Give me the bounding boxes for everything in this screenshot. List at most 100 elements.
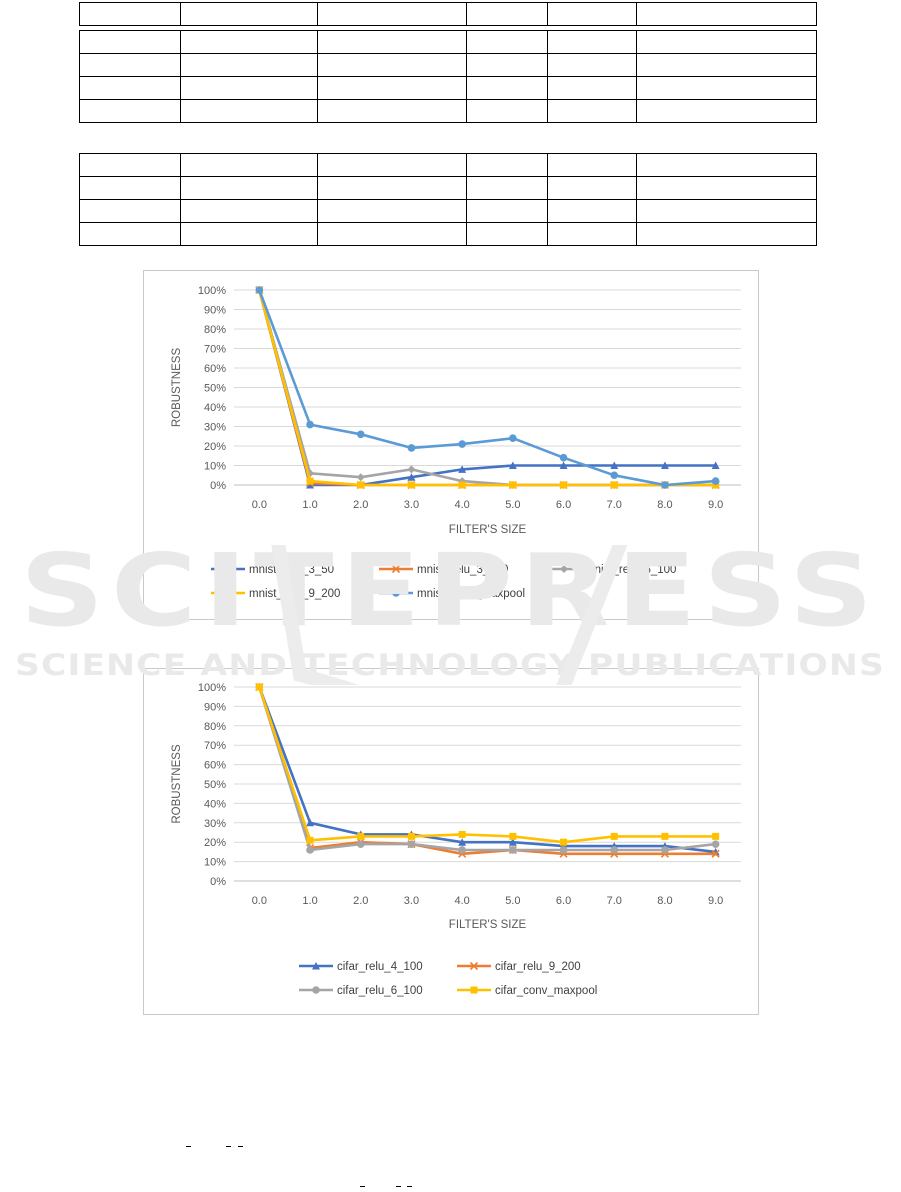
x-tick-label: 1.0 — [302, 499, 317, 511]
legend-entry: cifar_relu_4_100 — [299, 961, 423, 973]
data-point — [560, 481, 568, 489]
table-row — [79, 2, 817, 26]
data-point — [712, 481, 720, 489]
data-point — [458, 838, 467, 846]
text-fragment — [407, 1186, 412, 1187]
x-tick-label: 2.0 — [353, 895, 368, 907]
data-point — [357, 832, 365, 840]
series-line — [258, 289, 716, 487]
data-point — [357, 481, 365, 489]
table-row — [79, 53, 817, 77]
text-fragment — [238, 1146, 243, 1147]
series-line — [258, 686, 716, 844]
y-tick-label: 60% — [204, 760, 226, 772]
data-point — [559, 461, 568, 469]
series-cifar_conv_maxpool — [255, 683, 720, 846]
table-row — [79, 222, 817, 246]
x-tick-label: 0.0 — [252, 895, 267, 907]
data-point — [407, 473, 416, 481]
x-tick-label: 8.0 — [657, 499, 672, 511]
x-axis-title: FILTER'S SIZE — [449, 524, 527, 536]
data-point — [458, 481, 466, 489]
data-point — [306, 846, 314, 854]
y-tick-label: 90% — [204, 305, 226, 317]
legend-swatch-marker — [470, 986, 478, 994]
data-point — [407, 444, 416, 452]
data-point — [306, 836, 314, 844]
cifar-robustness-chart: 0% 10% 20% 30% 40% 50% 60% 70% 80% 90% 100% 0.0 1.0 2… — [143, 668, 759, 1015]
data-point — [407, 465, 416, 474]
data-point — [356, 430, 365, 439]
mnist-robustness-chart: 0% 10% 20% 30% 40% 50% 60% 70% 80% 90% 100% 0.0 1.0 2… — [143, 270, 759, 620]
legend-entry: cifar_conv_maxpool — [457, 985, 597, 997]
legend-swatch-marker — [469, 961, 479, 971]
y-tick-label: 50% — [204, 383, 226, 395]
legend-entry: mnist_conv_maxpool — [379, 588, 525, 600]
series-line — [258, 686, 716, 856]
data-point — [711, 477, 720, 485]
legend-entry: cifar_relu_6_100 — [299, 985, 423, 997]
data-point — [661, 846, 669, 854]
data-point — [711, 461, 720, 469]
y-tick-label: 70% — [204, 344, 226, 356]
x-tick-label: 6.0 — [556, 499, 571, 511]
data-point — [661, 481, 669, 489]
data-point — [458, 846, 466, 854]
y-tick-label: 50% — [204, 779, 226, 791]
y-tick-label: 80% — [204, 324, 226, 336]
data-point — [356, 473, 365, 482]
legend-label: mnist_relu_3_100 — [417, 564, 508, 576]
legend-label: cifar_relu_9_200 — [495, 961, 581, 973]
legend-swatch-marker — [312, 962, 320, 970]
x-tick-label: 7.0 — [607, 895, 622, 907]
data-point — [559, 846, 568, 854]
mnist-chart-svg: 0% 10% 20% 30% 40% 50% 60% 70% 80% 90% 100% 0.0 1.0 2… — [171, 285, 741, 600]
legend-label: cifar_relu_6_100 — [337, 985, 423, 997]
x-tick-label: 4.0 — [455, 895, 470, 907]
data-point — [509, 434, 517, 442]
y-tick-label: 20% — [204, 441, 226, 453]
x-tick-label: 9.0 — [708, 499, 723, 511]
legend-label: mnist_relu_9_200 — [249, 588, 340, 600]
x-tick-label: 2.0 — [353, 499, 368, 511]
x-tick-label: 8.0 — [657, 895, 672, 907]
y-tick-label: 100% — [198, 285, 226, 297]
x-tick-label: 4.0 — [455, 499, 470, 511]
x-tick-label: 3.0 — [404, 499, 419, 511]
data-point — [509, 481, 517, 489]
x-tick-label: 0.0 — [252, 499, 267, 511]
y-tick-label: 20% — [204, 837, 226, 849]
series-cifar_relu_6_100 — [255, 683, 720, 854]
data-point — [255, 683, 263, 691]
table-row — [79, 76, 817, 100]
y-tick-label: 70% — [204, 740, 226, 752]
x-tick-label: 7.0 — [607, 499, 622, 511]
series-cifar_relu_4_100 — [255, 683, 720, 856]
results-table-group-2 — [79, 153, 817, 246]
y-tick-label: 10% — [204, 857, 226, 869]
data-point — [661, 832, 669, 840]
results-table-group-1 — [79, 30, 817, 123]
data-point — [508, 461, 517, 469]
x-tick-label: 6.0 — [556, 895, 571, 907]
data-point — [407, 832, 415, 840]
y-tick-label: 60% — [204, 363, 226, 375]
data-point — [306, 481, 315, 489]
data-point — [458, 465, 467, 473]
cifar-chart-svg: 0% 10% 20% 30% 40% 50% 60% 70% 80% 90% 100% 0.0 1.0 2… — [171, 682, 741, 997]
data-point — [509, 846, 517, 854]
legend-label: mnist_relu_3_50 — [249, 564, 334, 576]
data-point — [407, 481, 415, 489]
legend-swatch-marker — [312, 986, 320, 994]
legend-swatch-marker — [224, 589, 232, 597]
data-point — [610, 471, 619, 480]
data-point — [610, 481, 618, 489]
legend-entry: mnist_relu_3_100 — [379, 564, 508, 576]
y-axis-title: ROBUSTNESS — [171, 744, 183, 824]
x-tick-label: 5.0 — [505, 895, 520, 907]
data-point — [509, 832, 517, 840]
data-point — [712, 832, 720, 840]
series-line — [258, 686, 716, 854]
y-tick-label: 100% — [198, 682, 226, 694]
data-point — [711, 849, 720, 858]
